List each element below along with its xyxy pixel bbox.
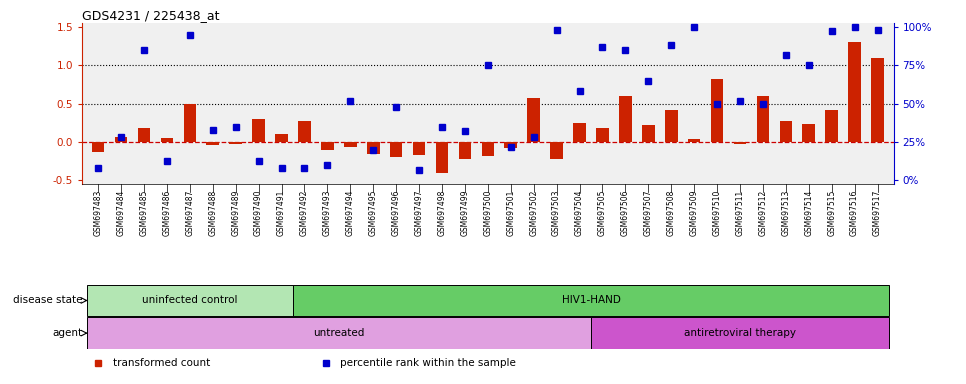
Text: GSM697485: GSM697485 (139, 189, 149, 236)
Text: GSM697514: GSM697514 (805, 189, 813, 236)
Text: GSM697505: GSM697505 (598, 189, 607, 236)
Text: GSM697507: GSM697507 (643, 189, 653, 236)
Bar (848, 42, 861, 142)
Bar (412, 142, 425, 155)
Text: GSM697497: GSM697497 (414, 189, 423, 236)
Text: GSM697510: GSM697510 (713, 189, 722, 236)
Text: transformed count: transformed count (113, 358, 211, 368)
Text: GSM697494: GSM697494 (346, 189, 355, 236)
Text: GSM697500: GSM697500 (483, 189, 493, 236)
Text: GSM697496: GSM697496 (391, 189, 401, 236)
Text: GSM697488: GSM697488 (209, 189, 217, 235)
Bar (275, 134, 288, 142)
Text: GSM697513: GSM697513 (781, 189, 790, 236)
Text: GSM697489: GSM697489 (231, 189, 241, 236)
Bar (115, 137, 128, 142)
Text: percentile rank within the sample: percentile rank within the sample (340, 358, 516, 368)
Bar (207, 142, 219, 145)
Text: GSM697495: GSM697495 (369, 189, 378, 236)
Text: agent: agent (52, 328, 82, 338)
Text: GSM697506: GSM697506 (621, 189, 630, 236)
Text: GSM697493: GSM697493 (323, 189, 332, 236)
Text: GSM697517: GSM697517 (873, 189, 882, 236)
Text: GSM697499: GSM697499 (461, 189, 469, 236)
Bar (527, 98, 540, 142)
Text: GSM697509: GSM697509 (690, 189, 698, 236)
Bar (711, 79, 724, 142)
Bar (596, 128, 609, 142)
Bar (252, 119, 265, 142)
Text: GSM697501: GSM697501 (506, 189, 515, 236)
Bar (871, 58, 884, 142)
Text: GSM697490: GSM697490 (254, 189, 263, 236)
Text: GSM697498: GSM697498 (438, 189, 446, 236)
Bar (160, 138, 173, 142)
Text: HIV1-HAND: HIV1-HAND (561, 295, 620, 306)
Bar (229, 142, 242, 144)
Text: GSM697491: GSM697491 (277, 189, 286, 236)
Text: GSM697484: GSM697484 (117, 189, 126, 236)
Bar (780, 121, 792, 142)
Bar (138, 128, 151, 142)
Bar (825, 110, 838, 142)
Text: GSM697483: GSM697483 (94, 189, 102, 236)
Bar (573, 123, 585, 142)
Bar (298, 121, 311, 142)
Text: GSM697504: GSM697504 (575, 189, 584, 236)
Bar (665, 110, 677, 142)
Bar (436, 142, 448, 173)
Bar (87, 318, 591, 349)
Bar (344, 142, 356, 147)
Bar (688, 139, 700, 142)
Bar (551, 142, 563, 159)
Text: GSM697492: GSM697492 (300, 189, 309, 236)
Text: GSM697508: GSM697508 (667, 189, 675, 236)
Bar (504, 142, 517, 148)
Bar (367, 142, 380, 154)
Bar (591, 318, 889, 349)
Bar (184, 104, 196, 142)
Bar (642, 125, 655, 142)
Text: GSM697502: GSM697502 (529, 189, 538, 236)
Text: GSM697512: GSM697512 (758, 189, 767, 235)
Bar (321, 142, 333, 150)
Text: antiretroviral therapy: antiretroviral therapy (684, 328, 796, 338)
Bar (733, 142, 747, 144)
Bar (87, 285, 293, 316)
Text: disease state: disease state (14, 295, 82, 306)
Text: GSM697486: GSM697486 (162, 189, 171, 236)
Bar (293, 285, 889, 316)
Text: GDS4231 / 225438_at: GDS4231 / 225438_at (82, 9, 219, 22)
Bar (803, 124, 815, 142)
Text: GSM697503: GSM697503 (553, 189, 561, 236)
Bar (481, 142, 495, 156)
Bar (619, 96, 632, 142)
Bar (390, 142, 403, 157)
Text: GSM697516: GSM697516 (850, 189, 859, 236)
Bar (459, 142, 471, 159)
Text: untreated: untreated (313, 328, 364, 338)
Bar (92, 142, 104, 152)
Text: GSM697511: GSM697511 (735, 189, 745, 235)
Text: GSM697515: GSM697515 (827, 189, 837, 236)
Text: uninfected control: uninfected control (142, 295, 238, 306)
Text: GSM697487: GSM697487 (185, 189, 194, 236)
Bar (756, 96, 769, 142)
